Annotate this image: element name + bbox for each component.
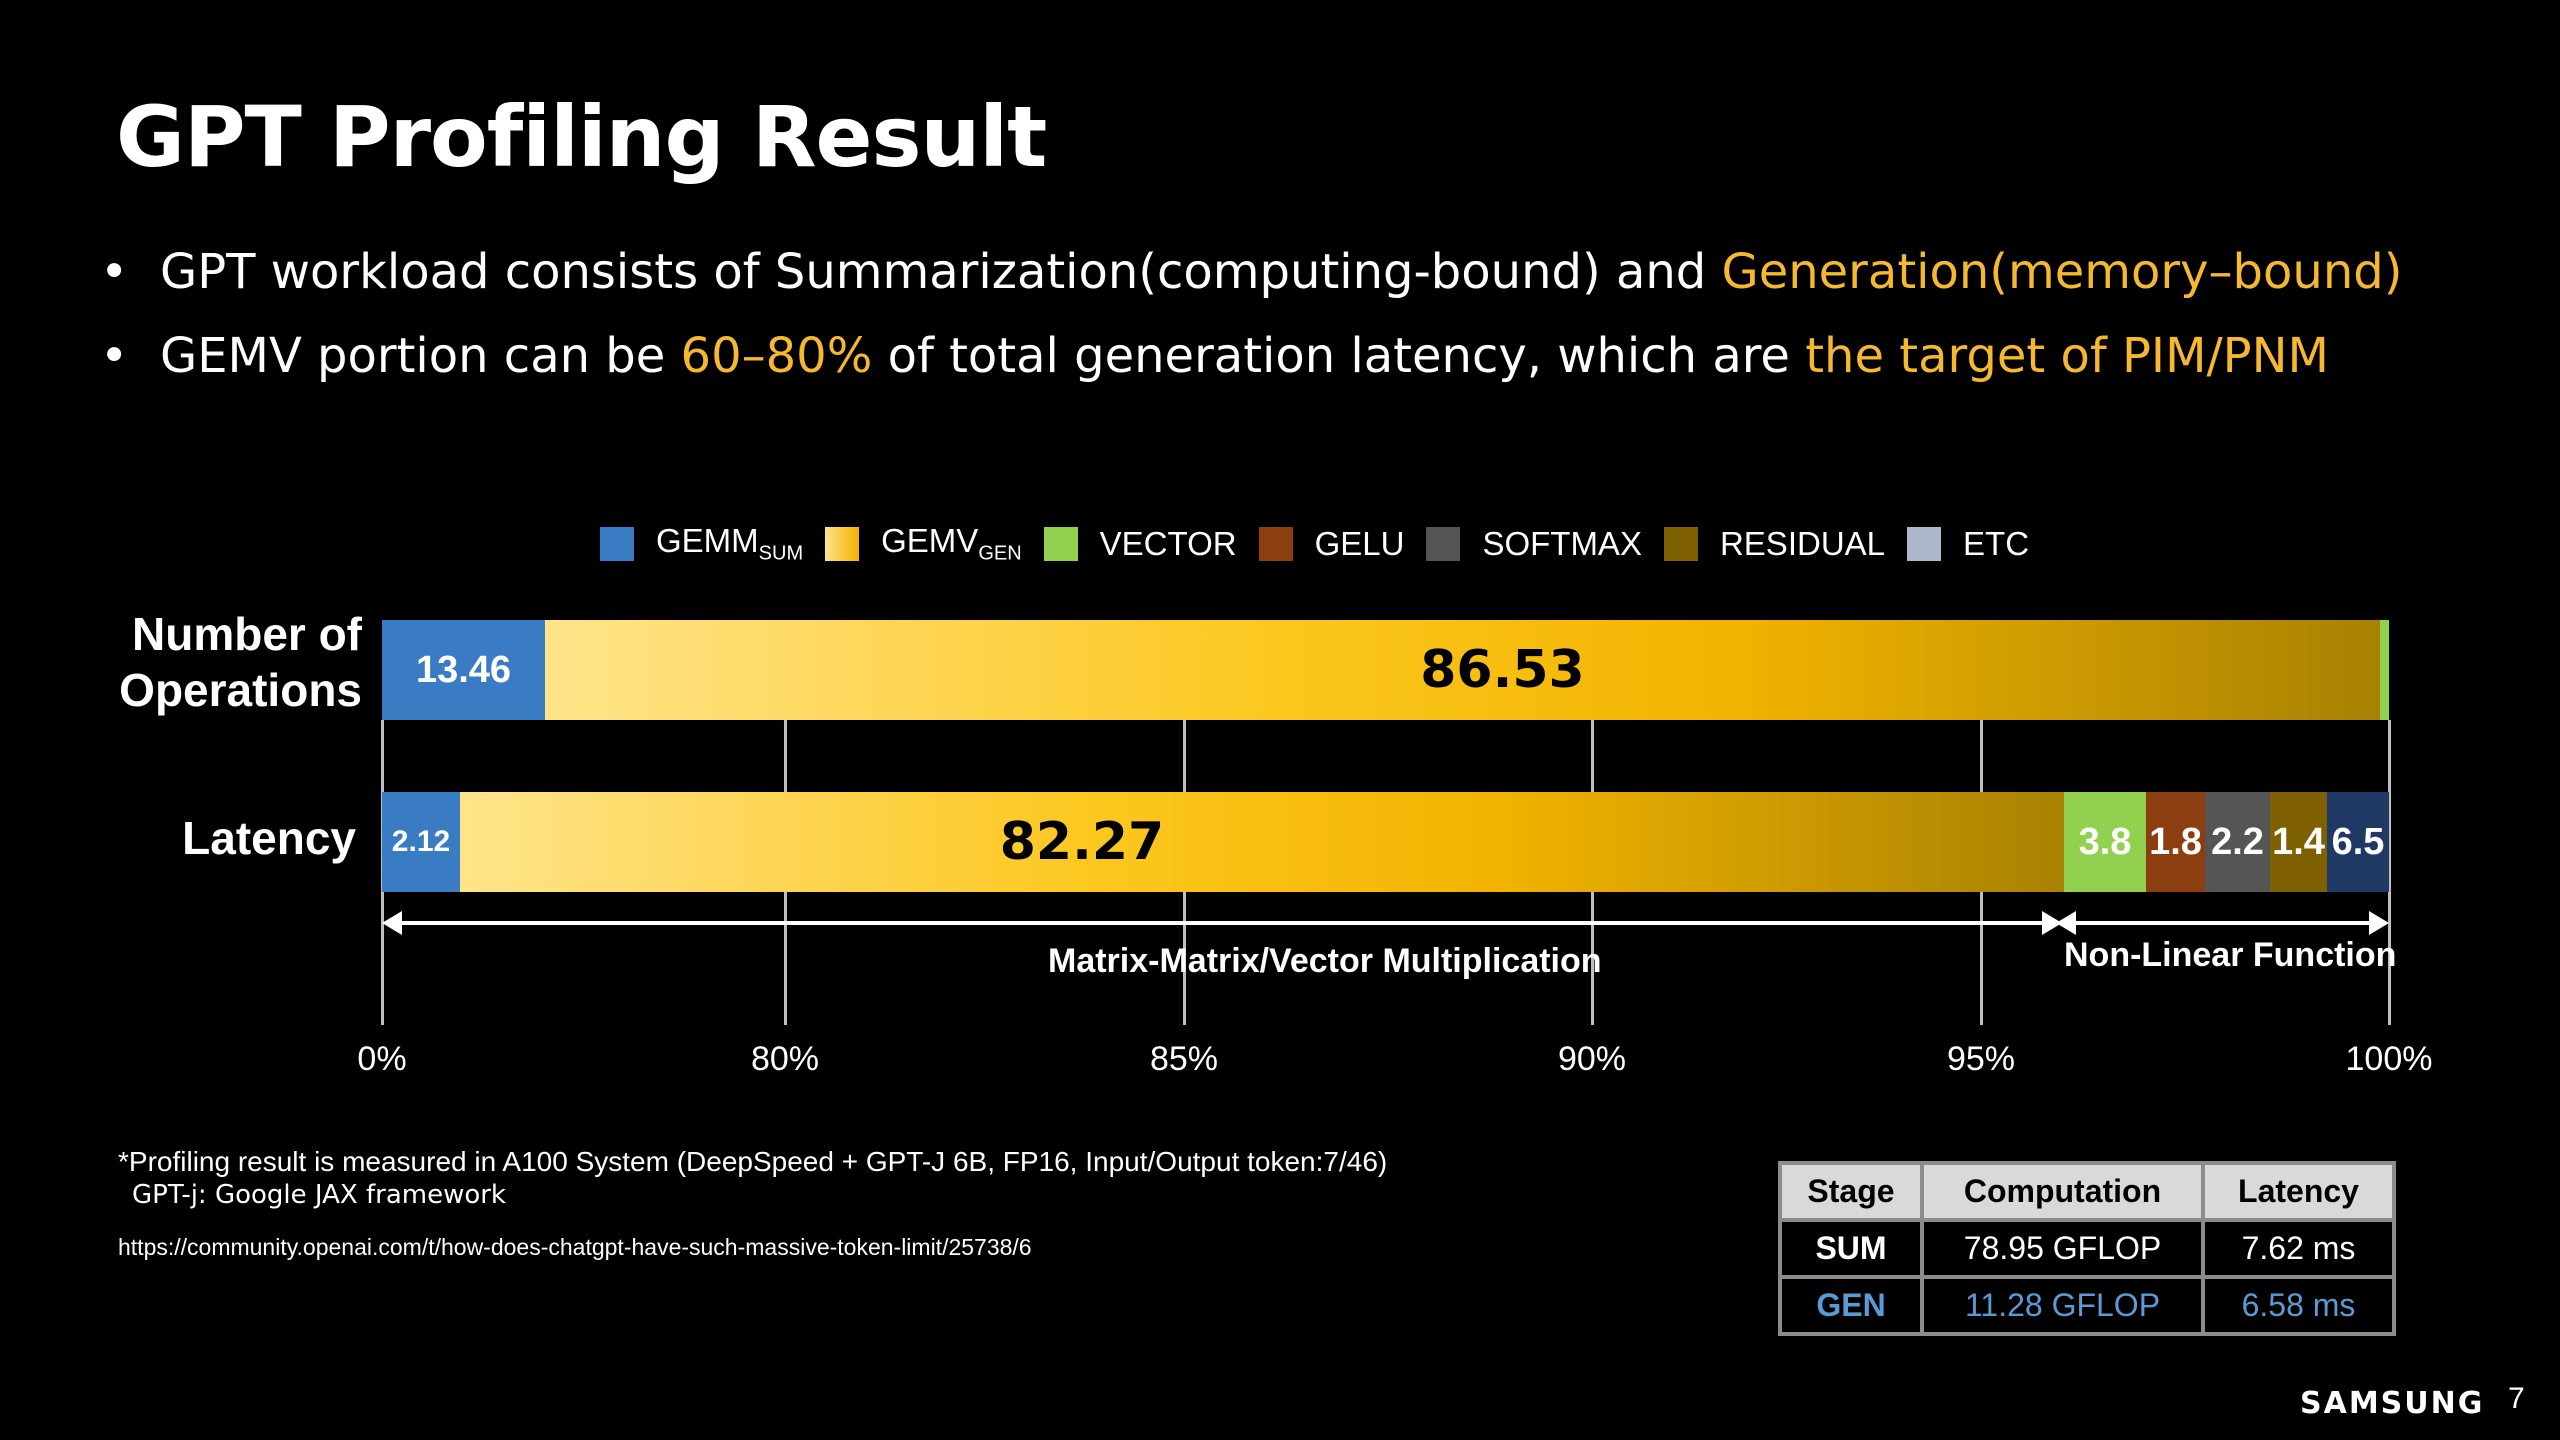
bar-latency: 2.12 82.27 3.8 1.8 2.2 1.4 6.5 bbox=[382, 792, 2389, 892]
legend-swatch bbox=[600, 526, 634, 561]
bar-segment-gemv-gen: 82.27 bbox=[460, 792, 2064, 892]
cell-computation: 78.95 GFLOP bbox=[1920, 1218, 2205, 1279]
data-label: 86.53 bbox=[1420, 640, 1585, 700]
header-latency: Latency bbox=[2201, 1161, 2396, 1222]
table-row: SUM 78.95 GFLOP 7.62 ms bbox=[1778, 1218, 2396, 1279]
legend-swatch bbox=[1258, 526, 1293, 561]
bar-segment-vector bbox=[2380, 620, 2389, 720]
bullet-highlight: the target of PIM/PNM bbox=[1805, 328, 2329, 384]
x-tick-label: 85% bbox=[1149, 1040, 1219, 1078]
legend-item-gemm: GEMMSUM bbox=[600, 522, 803, 566]
legend-label: SOFTMAX bbox=[1482, 524, 1642, 562]
legend-item-etc: ETC bbox=[1907, 525, 2029, 563]
legend-swatch bbox=[1043, 526, 1078, 561]
bar-segment-softmax: 2.2 bbox=[2205, 792, 2270, 892]
bar-segment-etc: 6.5 bbox=[2327, 792, 2389, 892]
legend-item-softmax: SOFTMAX bbox=[1426, 525, 1642, 563]
gridline bbox=[2388, 720, 2391, 1025]
bullet-dot: • bbox=[100, 244, 129, 300]
legend-swatch bbox=[1663, 526, 1698, 561]
bullet-highlight: Generation(memory–bound) bbox=[1721, 244, 2403, 300]
data-label: 82.27 bbox=[999, 812, 1165, 872]
bullet-highlight: 60–80% bbox=[680, 328, 873, 384]
data-label: 2.2 bbox=[2211, 820, 2264, 863]
annotation-nonlinear: Non-Linear Function bbox=[2064, 936, 2397, 974]
bullet-1: • GPT workload consists of Summarization(… bbox=[100, 244, 2402, 300]
bar-segment-residual: 1.4 bbox=[2270, 792, 2327, 892]
table-row: GEN 11.28 GFLOP 6.58 ms bbox=[1778, 1275, 2396, 1336]
samsung-logo: SAMSUNG bbox=[2300, 1386, 2485, 1421]
legend-label: ETC bbox=[1963, 524, 2030, 562]
legend-item-residual: RESIDUAL bbox=[1663, 524, 1886, 563]
footnote-profiling: *Profiling result is measured in A100 Sy… bbox=[118, 1146, 1388, 1177]
bullet-text: of total generation latency, which are bbox=[872, 328, 1806, 384]
bar-segment-vector: 3.8 bbox=[2064, 792, 2146, 892]
bullet-text: GPT workload consists of Summarization(c… bbox=[160, 244, 1722, 300]
slide-title: GPT Profiling Result bbox=[116, 88, 1047, 186]
bar-segment-gemm-sum: 2.12 bbox=[382, 792, 460, 892]
x-tick-label: 80% bbox=[750, 1040, 820, 1078]
data-label: 6.5 bbox=[2331, 820, 2385, 863]
bar-segment-gemm-sum: 13.46 bbox=[382, 620, 545, 720]
data-label: 1.8 bbox=[2149, 820, 2202, 863]
data-label: 13.46 bbox=[415, 648, 512, 691]
cell-computation: 11.28 GFLOP bbox=[1920, 1275, 2205, 1336]
footnote-gptj: GPT-j: Google JAX framework bbox=[132, 1180, 506, 1210]
header-computation: Computation bbox=[1920, 1161, 2205, 1222]
bullet-2: • GEMV portion can be 60–80% of total gen… bbox=[100, 328, 2329, 384]
row-label-operations: Number of Operations bbox=[119, 608, 362, 716]
stage-table: Stage Computation Latency SUM 78.95 GFLO… bbox=[1778, 1161, 2396, 1336]
legend-label: GEMVGEN bbox=[881, 522, 1022, 565]
bar-segment-gemv-gen: 86.53 bbox=[545, 620, 2380, 720]
x-tick-label: 100% bbox=[2345, 1040, 2433, 1078]
legend-label: RESIDUAL bbox=[1719, 524, 1886, 562]
legend-swatch bbox=[1907, 526, 1942, 561]
data-label: 1.4 bbox=[2272, 820, 2325, 863]
bar-segment-gelu: 1.8 bbox=[2146, 792, 2205, 892]
legend-item-gemv: GEMVGEN bbox=[825, 522, 1022, 566]
cell-latency: 6.58 ms bbox=[2201, 1275, 2396, 1336]
row-label-latency: Latency bbox=[182, 812, 356, 864]
chart-legend: GEMMSUM GEMVGEN VECTOR GELU SOFTMAX RESIDUAL E… bbox=[600, 522, 2051, 566]
legend-label: VECTOR bbox=[1099, 524, 1237, 562]
cell-latency: 7.62 ms bbox=[2201, 1218, 2396, 1279]
bar-operations: 13.46 86.53 bbox=[382, 620, 2389, 720]
matrix-span-arrow bbox=[382, 911, 2062, 935]
bullet-text: GEMV portion can be bbox=[160, 328, 681, 384]
legend-swatch bbox=[1426, 526, 1461, 561]
data-label: 2.12 bbox=[391, 825, 451, 858]
legend-item-gelu: GELU bbox=[1258, 524, 1405, 563]
legend-label: GELU bbox=[1314, 524, 1405, 562]
source-link[interactable]: https://community.openai.com/t/how-does-… bbox=[118, 1234, 1032, 1260]
x-tick-label: 0% bbox=[357, 1040, 407, 1078]
x-tick-label: 90% bbox=[1557, 1040, 1627, 1078]
legend-label: GEMMSUM bbox=[656, 522, 804, 565]
legend-swatch bbox=[825, 526, 860, 561]
cell-stage: SUM bbox=[1778, 1218, 1924, 1279]
x-tick-label: 95% bbox=[1946, 1040, 2016, 1078]
page-number: 7 bbox=[2508, 1382, 2525, 1415]
annotation-matrix: Matrix-Matrix/Vector Multiplication bbox=[1048, 942, 1602, 980]
bullet-dot: • bbox=[100, 328, 129, 384]
nonlinear-span-arrow bbox=[2056, 911, 2389, 935]
legend-item-vector: VECTOR bbox=[1043, 524, 1237, 563]
table-header: Stage Computation Latency bbox=[1778, 1161, 2396, 1222]
data-label: 3.8 bbox=[2078, 820, 2132, 863]
header-stage: Stage bbox=[1778, 1161, 1924, 1222]
cell-stage: GEN bbox=[1778, 1275, 1924, 1336]
